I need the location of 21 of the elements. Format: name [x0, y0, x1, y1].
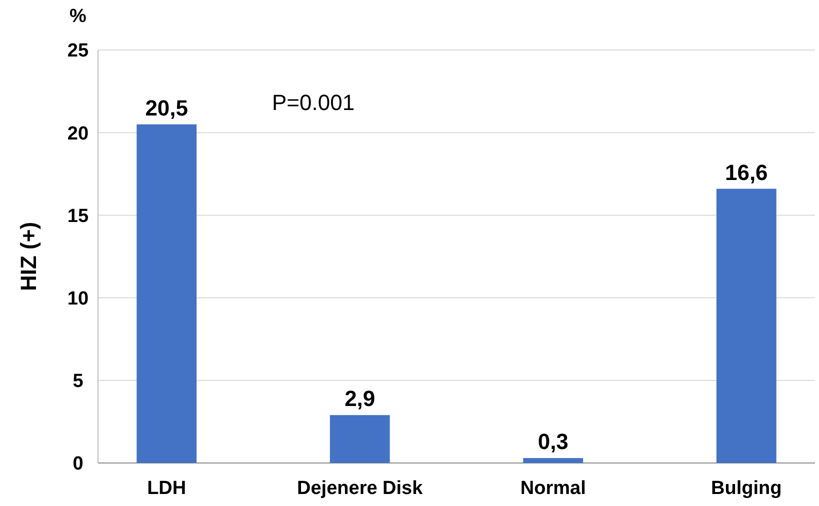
- data-label: 20,5: [145, 95, 188, 120]
- bar: [330, 415, 390, 463]
- annotation: P=0.001: [272, 90, 355, 115]
- x-tick-label: LDH: [147, 478, 186, 499]
- data-label: 16,6: [724, 160, 768, 185]
- y-tick-label: 25: [67, 40, 89, 62]
- y-tick-label: 10: [67, 288, 89, 310]
- y-tick-label: 5: [72, 371, 84, 392]
- x-tick-label: Dejenere Disk: [297, 478, 424, 499]
- y-axis-title: HIZ (+): [16, 222, 41, 292]
- data-label: 2,9: [344, 386, 376, 412]
- data-label: 0,3: [538, 429, 568, 454]
- bar: [523, 458, 584, 463]
- y-tick-label: 20: [67, 123, 89, 144]
- y-tick-label: 0: [72, 454, 84, 475]
- x-tick-label: Bulging: [711, 478, 782, 499]
- x-tick-label: Normal: [520, 478, 586, 499]
- y-tick-label: 15: [67, 206, 89, 227]
- bar: [716, 188, 776, 463]
- text: %: [70, 6, 87, 27]
- bar: [136, 124, 197, 463]
